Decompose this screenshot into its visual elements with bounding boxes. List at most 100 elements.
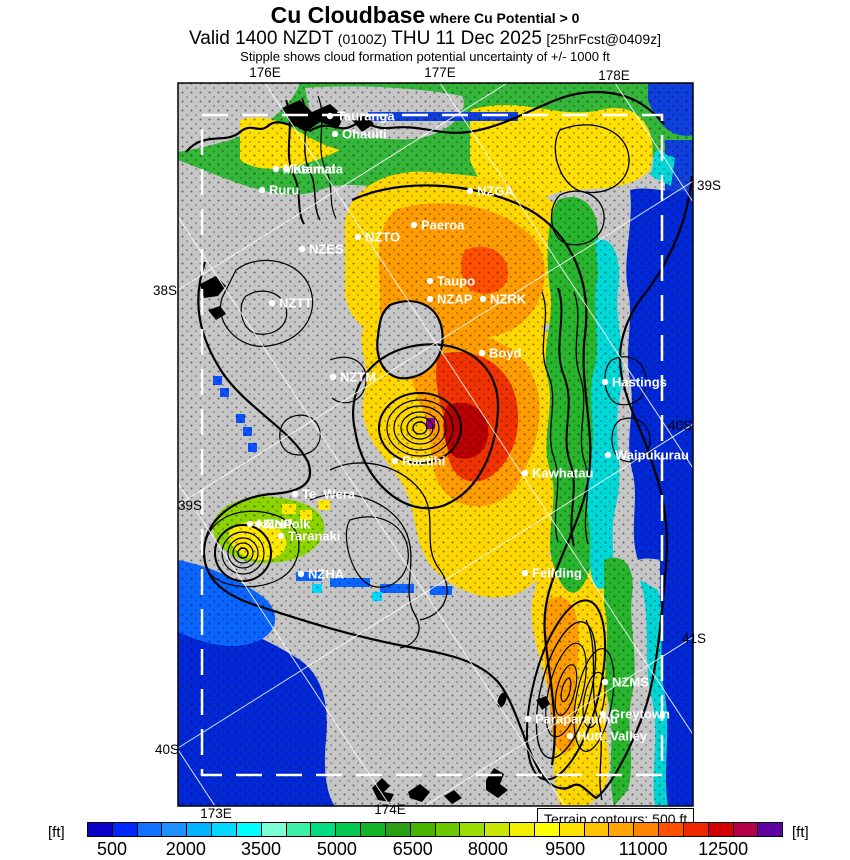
svg-text:NZHA: NZHA [308,567,345,582]
station-NZNP: NZNP [246,517,293,532]
station-Te_Wera: Te_Wera [291,487,356,502]
colorbar-tick-3500: 3500 [240,839,282,859]
svg-text:NZMS: NZMS [612,675,649,690]
colorbar-segment [88,823,113,836]
colorbar-tick-12500: 12500 [698,839,749,859]
station-Taupo: Taupo [426,274,475,289]
colorbar-tick-6500: 6500 [392,839,433,859]
colorbar-segment [435,823,461,836]
colorbar-segment [708,823,734,836]
station-Ohauiti: Ohauiti [331,127,387,142]
colorbar-segment [510,823,535,836]
svg-text:NZRK: NZRK [490,292,527,307]
svg-text:Boyd: Boyd [489,346,522,361]
svg-text:Kawhatau: Kawhatau [532,466,593,481]
colorbar-segment [137,823,163,836]
valid-date: THU 11 Dec 2025 [391,28,542,50]
station-NZHA: NZHA [297,567,345,582]
svg-text:Tauranga: Tauranga [337,109,395,124]
svg-text:Ruru: Ruru [269,183,299,198]
colorbar-segment [534,823,560,836]
svg-text:Paeroa: Paeroa [421,218,465,233]
svg-text:Matamata: Matamata [283,162,344,177]
edge-labels: 176E 177E 178E 173E 174E 38S 39S 40S 39S 40S 41S [153,65,721,821]
colorbar-segment [559,823,585,836]
colorbar-segment [659,823,684,836]
svg-text:NZTO: NZTO [365,230,400,245]
colorbar-tick-5000: 5000 [316,839,357,859]
colorbar-segment [584,823,610,836]
valid-line: Valid 1400 NZDT (0100Z) THU 11 Dec 2025 … [0,28,850,50]
svg-text:NZTM: NZTM [340,370,376,385]
colorbar-unit-left: [ft] [48,824,65,841]
colorbar-tick-9500: 9500 [545,839,586,859]
colorbar-segment [187,823,213,836]
edge-label-174E: 174E [374,802,406,817]
forecast-tag: [25hrFcst@0409z] [546,31,661,48]
svg-text:Hutt_Valley: Hutt_Valley [577,729,648,744]
edge-label-177E: 177E [424,65,456,80]
terrain-contours [203,95,651,801]
valid-zulu: (0100Z) [337,31,387,48]
station-NZTM: NZTM [329,370,376,385]
colorbar-tick-2000: 2000 [165,839,206,859]
svg-text:Paraparaumu: Paraparaumu [535,712,618,727]
header: Cu Cloudbase where Cu Potential > 0 Vali… [0,2,850,65]
edge-label-39S: 39S [178,498,202,513]
colorbar-segment [460,823,486,836]
svg-text:Te_Wera: Te_Wera [302,487,356,502]
station-Matamata: Matamata [272,162,344,177]
station-Raetihi: Raetihi [391,454,445,469]
colorbar-segment [311,823,337,836]
svg-text:Taupo: Taupo [437,274,475,289]
station-Waipukurau: Waipukurau [604,448,689,463]
station-Kaimai: Kaimai [282,162,336,177]
colorbar-segment [758,823,783,836]
svg-text:NZGA: NZGA [477,184,514,199]
station-Kawhatau: Kawhatau [521,466,593,481]
stipple-note: Stipple shows cloud formation potential … [240,49,610,65]
colorbar-segment [634,823,660,836]
colorbar-segment [361,823,386,836]
svg-text:Waipukurau: Waipukurau [615,448,689,463]
svg-text:NZTT: NZTT [279,296,312,311]
svg-text:Norfolk: Norfolk [265,517,311,532]
edge-label-40S: 40S [668,418,692,433]
edge-label-38S: 38S [153,283,177,298]
colorbar-segment [336,823,362,836]
station-Ruru: Ruru [258,183,299,198]
station-Hutt_Valley: Hutt_Valley [566,729,648,744]
station-NZES: NZES [298,242,344,257]
edge-label-176E: 176E [249,65,281,80]
edge-label-39S: 39S [697,178,721,193]
colorbar-tick-8000: 8000 [467,839,508,859]
station-Paraparaumu: Paraparaumu [524,712,618,727]
colorbar-tick-11000: 11000 [618,839,668,859]
map-frame [177,82,694,807]
colorbar-segment [485,823,511,836]
colorbar-segment [609,823,635,836]
station-Tauranga: Tauranga [326,109,395,124]
colorbar-segment [112,823,138,836]
station-NZGA: NZGA [466,184,514,199]
svg-text:Raetihi: Raetihi [402,454,445,469]
coastline [185,90,693,800]
colorbar-segment [683,823,709,836]
coastal-landmarks [200,100,550,804]
title-line: Cu Cloudbase where Cu Potential > 0 [0,2,850,28]
svg-text:Feilding: Feilding [532,566,582,581]
colorbar-segment [236,823,262,836]
station-NZMS: NZMS [601,675,649,690]
svg-text:Kaimai: Kaimai [293,162,336,177]
page-title: Cu Cloudbase [270,2,426,28]
svg-text:Ohauiti: Ohauiti [342,127,387,142]
station-Feilding: Feilding [521,566,582,581]
colorbar-segment [261,823,287,836]
station-NZRK: NZRK [479,292,527,307]
colorbar-segment [733,823,759,836]
svg-text:NZES: NZES [309,242,344,257]
